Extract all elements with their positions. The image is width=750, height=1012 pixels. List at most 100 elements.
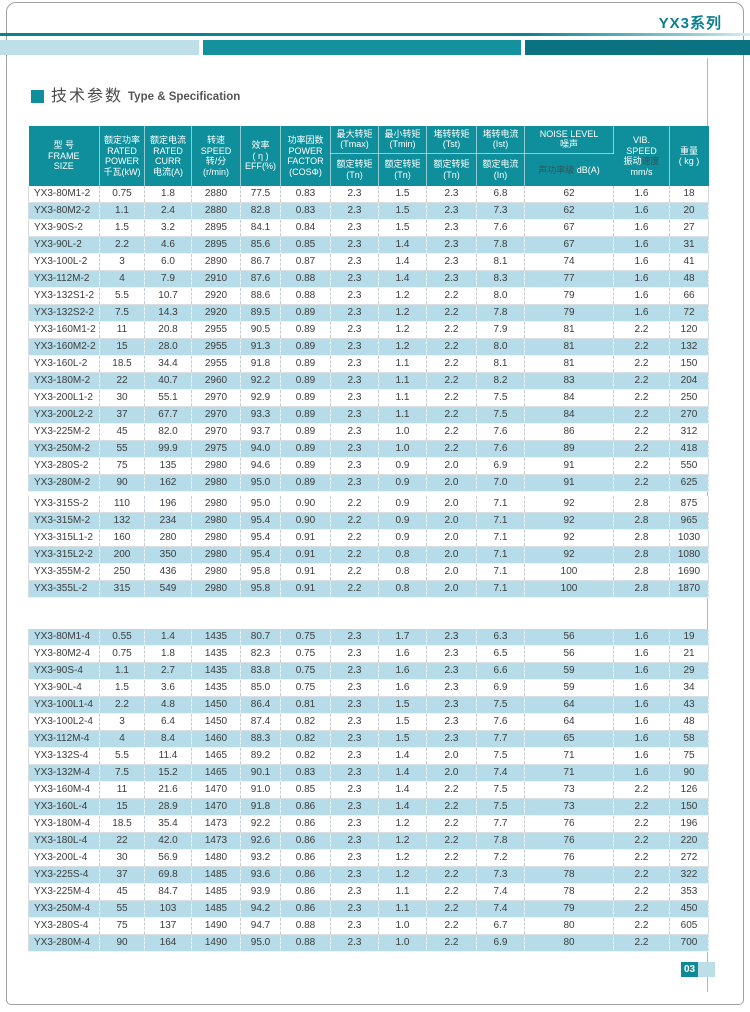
model-cell: YX3-112M-2 bbox=[28, 270, 100, 288]
value-cell: 76 bbox=[524, 832, 614, 850]
value-cell: 1.8 bbox=[144, 645, 192, 663]
value-cell: 73 bbox=[524, 781, 614, 799]
value-cell: 95.4 bbox=[240, 546, 281, 564]
model-cell: YX3-132M-4 bbox=[28, 764, 100, 782]
header-subcell: 额定转矩 (Tn) bbox=[330, 153, 379, 186]
model-cell: YX3-250M-2 bbox=[28, 440, 100, 458]
value-cell: 78 bbox=[524, 883, 614, 901]
value-cell: 135 bbox=[144, 457, 192, 475]
value-cell: 2.2 bbox=[426, 883, 477, 901]
value-cell: 150 bbox=[669, 355, 709, 373]
value-cell: 1.4 bbox=[378, 764, 427, 782]
value-cell: 2.3 bbox=[330, 917, 379, 935]
value-cell: 66 bbox=[669, 287, 709, 305]
value-cell: 6.0 bbox=[144, 253, 192, 271]
table-row: YX3-180M-4 18.5 35.4 1473 92.2 0.86 2.3 1.2 2.2 7… bbox=[28, 815, 709, 833]
table-row: YX3-355L-2 315 549 2980 95.8 0.91 2.2 0.8 2.0 7.1… bbox=[28, 580, 709, 598]
value-cell: 0.89 bbox=[280, 406, 331, 424]
value-cell: 99.9 bbox=[144, 440, 192, 458]
value-cell: 1.7 bbox=[378, 629, 427, 646]
header-rule bbox=[0, 33, 750, 36]
value-cell: 272 bbox=[669, 849, 709, 867]
value-cell: 1.6 bbox=[613, 236, 670, 254]
value-cell: 95.4 bbox=[240, 512, 281, 530]
value-cell: 2.3 bbox=[330, 474, 379, 492]
value-cell: 0.86 bbox=[280, 849, 331, 867]
value-cell: 0.89 bbox=[280, 372, 331, 390]
value-cell: 2.3 bbox=[330, 355, 379, 373]
value-cell: 56 bbox=[524, 645, 614, 663]
banner-segment-teal bbox=[203, 40, 521, 55]
value-cell: 2.2 bbox=[330, 563, 379, 581]
model-cell: YX3-280M-4 bbox=[28, 934, 100, 952]
value-cell: 65 bbox=[524, 730, 614, 748]
value-cell: 2.3 bbox=[330, 696, 379, 714]
value-cell: 2980 bbox=[191, 529, 241, 547]
value-cell: 1.2 bbox=[378, 338, 427, 356]
value-cell: 2.3 bbox=[330, 764, 379, 782]
value-cell: 0.86 bbox=[280, 798, 331, 816]
section-title: 技术参数 Type & Specification bbox=[31, 88, 240, 105]
value-cell: 965 bbox=[669, 512, 709, 530]
value-cell: 18 bbox=[669, 186, 709, 203]
value-cell: 3.2 bbox=[144, 219, 192, 237]
header-cell: 功率因数 POWER FACTOR (COSΦ) bbox=[280, 126, 331, 186]
value-cell: 95.0 bbox=[240, 934, 281, 952]
value-cell: 5.5 bbox=[99, 747, 145, 765]
value-cell: 92.6 bbox=[240, 832, 281, 850]
value-cell: 67.7 bbox=[144, 406, 192, 424]
value-cell: 2.3 bbox=[330, 270, 379, 288]
header-cell: 最小转矩 (Tmin) bbox=[378, 126, 427, 154]
value-cell: 1870 bbox=[669, 580, 709, 598]
table-row: YX3-160M-4 11 21.6 1470 91.0 0.85 2.3 1.4 2.2 7.5… bbox=[28, 781, 709, 799]
model-cell: YX3-200L2-2 bbox=[28, 406, 100, 424]
model-cell: YX3-80M2-4 bbox=[28, 645, 100, 663]
value-cell: 1.1 bbox=[378, 389, 427, 407]
value-cell: 1.6 bbox=[613, 662, 670, 680]
value-cell: 2955 bbox=[191, 355, 241, 373]
value-cell: 92 bbox=[524, 546, 614, 564]
value-cell: 1.2 bbox=[378, 304, 427, 322]
value-cell: 2.3 bbox=[330, 457, 379, 475]
value-cell: 103 bbox=[144, 900, 192, 918]
value-cell: 2.0 bbox=[426, 563, 477, 581]
value-cell: 2.2 bbox=[613, 389, 670, 407]
value-cell: 2.2 bbox=[613, 849, 670, 867]
value-cell: 1.6 bbox=[613, 270, 670, 288]
value-cell: 2.2 bbox=[613, 815, 670, 833]
value-cell: 7.8 bbox=[476, 236, 525, 254]
value-cell: 4 bbox=[99, 270, 145, 288]
value-cell: 18.5 bbox=[99, 355, 145, 373]
value-cell: 77.5 bbox=[240, 186, 281, 203]
value-cell: 2.3 bbox=[330, 219, 379, 237]
table-row: YX3-200L1-2 30 55.1 2970 92.9 0.89 2.3 1.1 2.2 7.… bbox=[28, 389, 709, 407]
table-row: YX3-200L-4 30 56.9 1480 93.2 0.86 2.3 1.2 2.2 7.2… bbox=[28, 849, 709, 867]
table-row: YX3-315L1-2 160 280 2980 95.4 0.91 2.2 0.9 2.0 7.… bbox=[28, 529, 709, 547]
value-cell: 0.9 bbox=[378, 457, 427, 475]
value-cell: 1.4 bbox=[144, 629, 192, 646]
value-cell: 82.0 bbox=[144, 423, 192, 441]
value-cell: 92.2 bbox=[240, 372, 281, 390]
value-cell: 2960 bbox=[191, 372, 241, 390]
value-cell: 28.0 bbox=[144, 338, 192, 356]
value-cell: 2970 bbox=[191, 406, 241, 424]
table-header: 型 号 FRAME SIZE 额定功率 RATED POWER 千瓦(kW) 额定电流 RATE… bbox=[28, 126, 709, 186]
value-cell: 0.55 bbox=[99, 629, 145, 646]
value-cell: 79 bbox=[524, 900, 614, 918]
value-cell: 86.4 bbox=[240, 696, 281, 714]
value-cell: 95.8 bbox=[240, 580, 281, 598]
header-cell: 型 号 FRAME SIZE bbox=[28, 126, 100, 186]
header-cell: 堵转电流 (Ist) bbox=[476, 126, 525, 154]
value-cell: 2.2 bbox=[426, 338, 477, 356]
value-cell: 0.91 bbox=[280, 563, 331, 581]
value-cell: 126 bbox=[669, 781, 709, 799]
header-subcell: 额定转矩 (Tn) bbox=[426, 153, 477, 186]
header-cell: 堵转转矩 (Tst) bbox=[426, 126, 477, 154]
value-cell: 270 bbox=[669, 406, 709, 424]
value-cell: 84 bbox=[524, 389, 614, 407]
value-cell: 196 bbox=[669, 815, 709, 833]
value-cell: 2.3 bbox=[330, 629, 379, 646]
table-row: YX3-90L-2 2.2 4.6 2895 85.6 0.85 2.3 1.4 2.3 7.8 6… bbox=[28, 236, 709, 254]
value-cell: 1435 bbox=[191, 629, 241, 646]
value-cell: 79 bbox=[524, 287, 614, 305]
